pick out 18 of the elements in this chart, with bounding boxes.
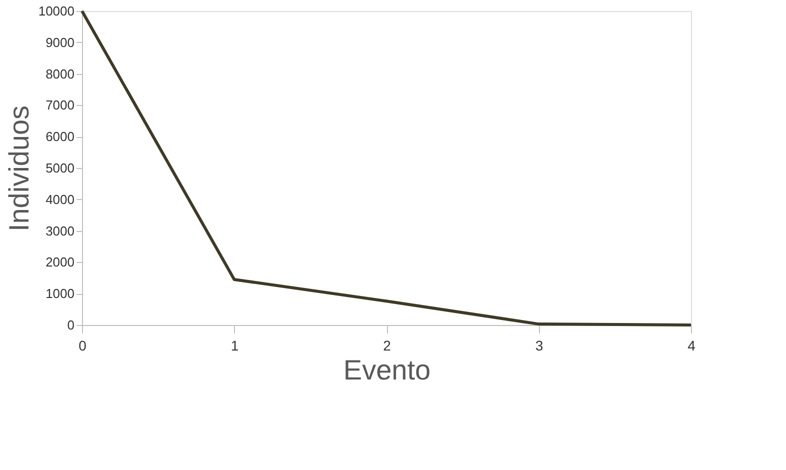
y-tick-label: 8000 (46, 66, 74, 82)
x-tick-label: 1 (230, 338, 239, 354)
y-tick-label: 10000 (38, 4, 74, 18)
y-tick-label: 0 (67, 318, 74, 332)
x-tick-label: 0 (78, 338, 87, 354)
y-axis-title: Individuos (3, 105, 34, 232)
y-tick-label: 1000 (46, 286, 74, 302)
x-tick-label: 3 (535, 338, 544, 354)
x-axis-title: Evento (343, 354, 431, 386)
y-tick-label: 7000 (46, 98, 74, 113)
y-tick-label: 6000 (46, 129, 74, 144)
y-tick-label: 9000 (46, 34, 74, 50)
y-tick-label: 4000 (46, 192, 74, 207)
x-tick-label: 2 (383, 338, 392, 354)
y-tick-label: 5000 (46, 160, 74, 176)
y-tick-label: 2000 (46, 254, 74, 270)
x-tick-label: 4 (688, 338, 696, 354)
y-tick-label: 3000 (46, 223, 74, 238)
